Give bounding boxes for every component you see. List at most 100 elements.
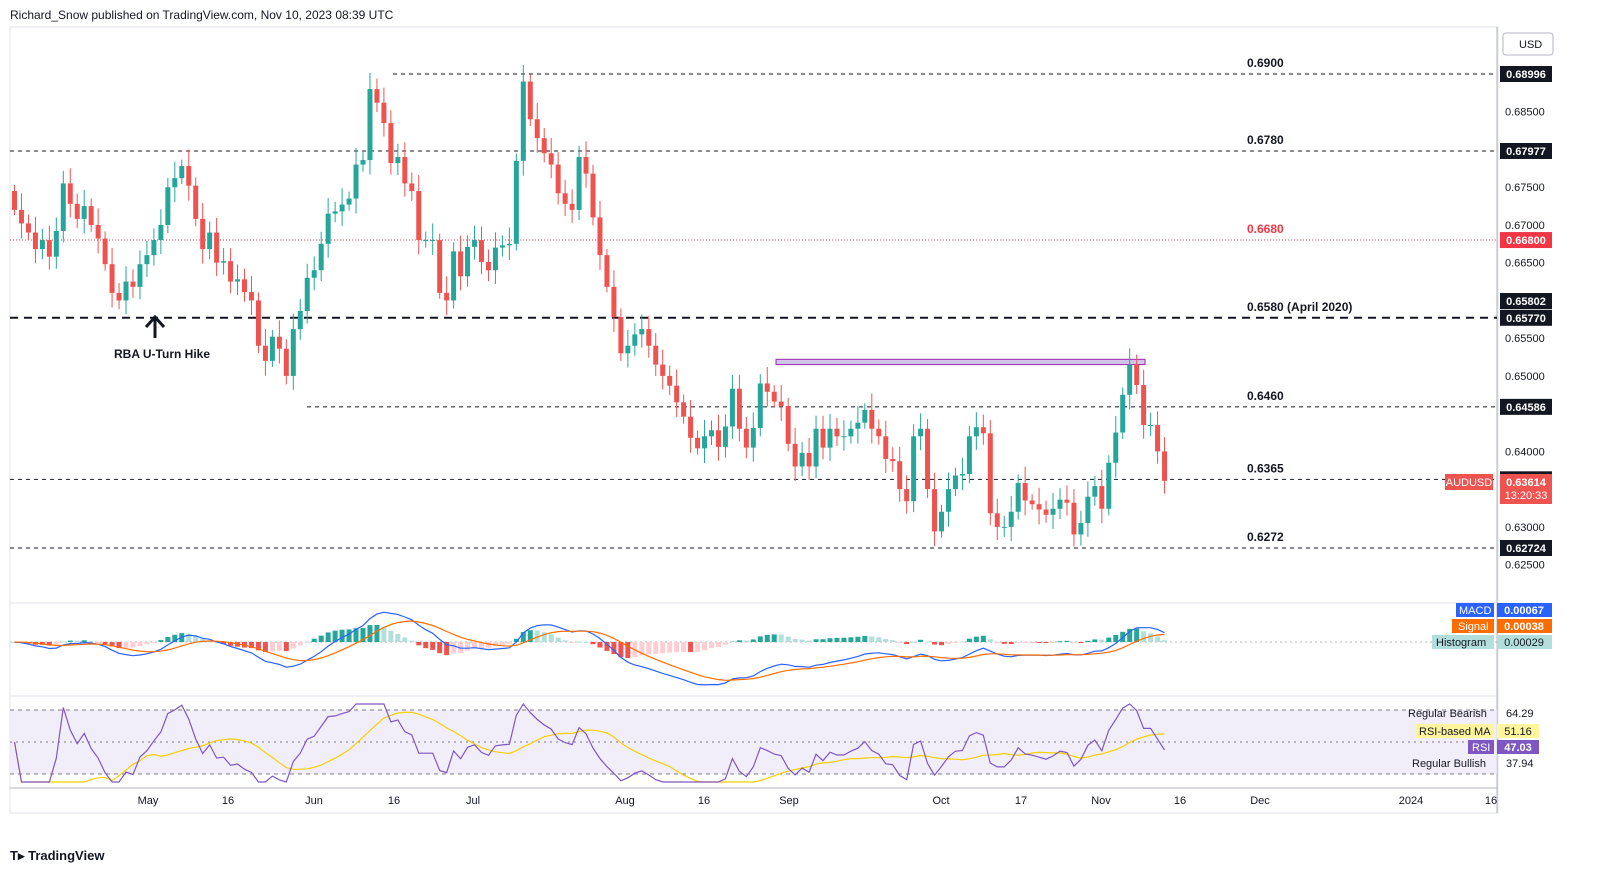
candle-body: [492, 247, 498, 271]
macd-histogram-bar: [513, 638, 519, 642]
candle-body: [667, 375, 673, 386]
price-tick-label: 0.62500: [1505, 560, 1545, 572]
macd-histogram-bar: [269, 642, 275, 652]
macd-histogram-bar: [123, 642, 129, 648]
macd-histogram-bar: [221, 642, 227, 645]
macd-histogram-bar: [318, 635, 324, 642]
candle-body: [228, 261, 234, 282]
candle-body: [1071, 502, 1077, 535]
candle-body: [409, 183, 415, 191]
candle-body: [750, 427, 756, 448]
candle-body: [116, 292, 122, 301]
macd-histogram-bar: [1043, 642, 1049, 643]
candle-body: [290, 329, 296, 376]
macd-histogram-bar: [869, 636, 875, 642]
macd-histogram-bar: [681, 642, 687, 652]
candle-body: [144, 255, 150, 265]
macd-value: 0.00067: [1504, 605, 1544, 617]
candle-body: [283, 348, 289, 376]
candle-body: [702, 436, 708, 449]
candle-body: [841, 436, 847, 438]
macd-histogram-bar: [130, 642, 136, 648]
macd-histogram-bar: [959, 641, 965, 643]
macd-histogram-bar: [604, 642, 610, 651]
candle-body: [437, 240, 443, 293]
candle-body: [276, 336, 282, 349]
level-label: 0.6365: [1247, 461, 1284, 475]
candle-body: [827, 428, 833, 448]
candle-body: [151, 240, 157, 256]
macd-histogram-bar: [827, 638, 833, 642]
candle-body: [478, 240, 484, 262]
macd-histogram-bar: [1015, 642, 1021, 643]
candle-body: [743, 428, 749, 448]
macd-histogram-bar: [506, 642, 512, 644]
macd-histogram-bar: [841, 637, 847, 642]
candle-body: [430, 240, 436, 242]
macd-histogram-bar: [736, 640, 742, 642]
macd-histogram-bar: [172, 634, 178, 642]
candle-body: [158, 224, 164, 241]
tradingview-logo[interactable]: T▸ TradingView: [10, 848, 104, 864]
candle-body: [785, 406, 791, 444]
macd-histogram-bar: [381, 626, 387, 642]
candle-body: [883, 436, 889, 459]
macd-histogram-bar: [451, 642, 457, 654]
candle-body: [569, 203, 575, 210]
macd-histogram-bar: [973, 636, 979, 642]
macd-histogram-bar: [430, 642, 436, 650]
macd-histogram-bar: [1001, 642, 1007, 644]
currency-button[interactable]: [1502, 32, 1554, 56]
candle-body: [918, 428, 924, 437]
macd-histogram-bar: [367, 625, 373, 642]
candle-body: [604, 255, 610, 287]
candle-body: [179, 166, 185, 179]
rsi-value: 47.03: [1504, 742, 1532, 754]
time-tick-label: May: [138, 795, 159, 807]
macd-value-box: [1497, 603, 1552, 617]
rsi-ma-line: [13, 711, 1165, 783]
candle-body: [130, 281, 136, 287]
candle-body: [674, 385, 680, 403]
candle-body: [318, 243, 324, 271]
candle-body: [987, 433, 993, 514]
macd-histogram-bar: [771, 634, 777, 642]
candle-body: [513, 160, 519, 244]
macd-histogram-bar: [186, 633, 192, 642]
candle-body: [172, 178, 178, 188]
symbol-tag: [1445, 474, 1493, 490]
macd-histogram-bar: [1141, 631, 1147, 642]
macd-histogram-bar: [60, 641, 66, 643]
histogram-legend-label: Histogram: [1436, 637, 1486, 649]
candle-body: [221, 261, 227, 263]
candle-body: [423, 240, 429, 242]
rsi-label-box: [1468, 740, 1494, 754]
candle-body: [235, 279, 241, 282]
candle-body: [618, 317, 624, 354]
signal-line: [14, 620, 1165, 681]
candle-body: [855, 422, 861, 429]
annotation-text: RBA U-Turn Hike: [114, 347, 210, 361]
macd-histogram-bar: [660, 642, 666, 654]
signal-legend-label: Signal: [1458, 621, 1489, 633]
candle-body: [1148, 424, 1154, 426]
time-tick-label: 2024: [1399, 795, 1423, 807]
currency-label: USD: [1519, 39, 1542, 51]
price-tick-label: 0.67500: [1505, 182, 1545, 194]
candle-body: [555, 164, 561, 194]
macd-histogram-bar: [311, 638, 317, 642]
macd-histogram-bar: [792, 638, 798, 642]
macd-histogram-bar: [939, 642, 945, 646]
time-tick-label: Jun: [305, 795, 323, 807]
macd-histogram-bar: [966, 638, 972, 642]
candle-body: [207, 232, 213, 250]
macd-legend-label: MACD: [1459, 605, 1491, 617]
level-price-tag-text: 0.67977: [1506, 146, 1546, 158]
candle-body: [959, 474, 965, 476]
price-tick-label: 0.65500: [1505, 333, 1545, 345]
price-tick-label: 0.64000: [1505, 446, 1545, 458]
candle-body: [193, 185, 199, 219]
macd-histogram-bar: [116, 642, 122, 649]
macd-histogram-bar: [702, 642, 708, 651]
